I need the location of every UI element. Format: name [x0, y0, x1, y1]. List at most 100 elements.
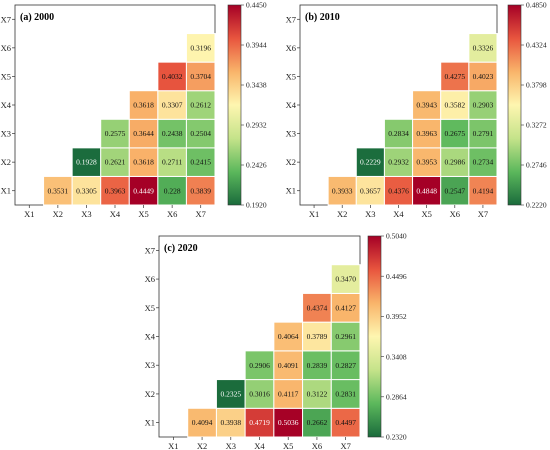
heatmap-cell [383, 147, 414, 177]
y-tick-label: X2 [286, 157, 296, 167]
cell-value-label: 0.4094 [192, 418, 213, 427]
y-tick-label: X5 [145, 303, 155, 313]
cell-value-label: 0.4374 [307, 303, 328, 312]
heatmap-cell [440, 90, 470, 120]
x-tick-label: X1 [309, 209, 319, 219]
cell-value-label: 0.2711 [162, 158, 183, 167]
heatmap-cell [468, 61, 498, 92]
cell-value-label: 0.2504 [190, 129, 211, 138]
y-tick-label: X6 [145, 274, 155, 284]
heatmap-cell [244, 350, 275, 381]
heatmap-cell [185, 147, 216, 177]
x-tick-label: X3 [365, 209, 375, 219]
colorbar-tick-label: 0.3408 [386, 352, 407, 361]
heatmap-cell [157, 61, 187, 92]
heatmap-panel-1: 0.3531 0.3305 0.3963 0.4449 0.228 0.3839 0.192… [1, 1, 267, 219]
cell-value-label: 0.2547 [444, 186, 465, 195]
cell-value-label: 0.3016 [249, 390, 270, 399]
heatmap-cell [273, 350, 304, 381]
cell-value-label: 0.5036 [278, 418, 299, 427]
heatmap-cell [100, 118, 130, 149]
cell-value-label: 0.4023 [473, 72, 494, 81]
x-tick-label: X7 [196, 209, 206, 219]
x-tick-label: X3 [81, 209, 91, 219]
colorbar-tick-label: 0.5040 [386, 232, 407, 241]
panel-title: (c) 2020 [164, 243, 198, 254]
x-tick-label: X4 [393, 209, 404, 219]
heatmap-cell [355, 175, 385, 206]
y-tick-label: X5 [1, 71, 11, 81]
cell-value-label: 0.2834 [388, 129, 409, 138]
cell-value-label: 0.2906 [249, 361, 270, 370]
y-tick-label: X5 [286, 71, 296, 81]
cell-value-label: 0.2662 [307, 418, 328, 427]
cell-value-label: 0.3307 [162, 101, 183, 110]
cell-value-label: 0.4719 [249, 418, 270, 427]
colorbar [227, 4, 242, 206]
cell-value-label: 0.3953 [416, 158, 437, 167]
heatmap-cell [440, 61, 470, 92]
heatmap-cell [185, 33, 216, 63]
cell-value-label: 0.2903 [473, 101, 494, 110]
heatmap-cell [330, 321, 361, 352]
cell-value-label: 0.3933 [332, 186, 353, 195]
cell-value-label: 0.3618 [133, 101, 154, 110]
cell-value-label: 0.3618 [133, 158, 154, 167]
cell-value-label: 0.228 [164, 186, 181, 195]
cell-value-label: 0.2229 [360, 158, 381, 167]
colorbar-tick-label: 0.3944 [246, 41, 267, 50]
colorbar-tick-label: 0.3798 [526, 81, 547, 90]
y-tick-label: X1 [1, 186, 11, 196]
y-tick-label: X3 [286, 129, 296, 139]
heatmap-cell [128, 147, 159, 177]
heatmap-cell [100, 147, 130, 177]
x-tick-label: X1 [24, 209, 34, 219]
heatmap-panel-2: 0.3933 0.3657 0.4376 0.4848 0.2547 0.4194 0.22… [286, 1, 547, 219]
colorbar-tick-label: 0.3952 [386, 312, 407, 321]
colorbar-tick-label: 0.4850 [526, 1, 547, 10]
y-tick-label: X6 [286, 43, 296, 53]
cell-value-label: 0.2438 [162, 129, 183, 138]
colorbar-tick-label: 0.3438 [246, 81, 267, 90]
cell-value-label: 0.3943 [416, 101, 437, 110]
cell-value-label: 0.1928 [76, 158, 97, 167]
heatmap-panel-3: 0.4094 0.3938 0.4719 0.5036 0.2662 0.4497 0.23… [145, 232, 407, 450]
heatmap-cell [71, 147, 102, 177]
cell-value-label: 0.3531 [48, 186, 69, 195]
colorbar-tick-label: 0.2320 [386, 433, 407, 442]
cell-value-label: 0.4449 [133, 186, 154, 195]
cell-value-label: 0.4848 [416, 186, 437, 195]
x-tick-label: X2 [337, 209, 347, 219]
cell-value-label: 0.3644 [133, 129, 154, 138]
y-tick-label: X3 [145, 360, 155, 370]
cell-value-label: 0.2575 [105, 129, 126, 138]
cell-value-label: 0.2932 [388, 158, 409, 167]
y-tick-label: X3 [1, 129, 11, 139]
y-tick-label: X7 [145, 245, 155, 255]
cell-value-label: 0.2831 [335, 390, 356, 399]
cell-value-label: 0.4091 [278, 361, 299, 370]
x-tick-label: X3 [226, 441, 236, 450]
y-tick-label: X6 [1, 43, 11, 53]
x-tick-label: X6 [312, 441, 322, 450]
cell-value-label: 0.2325 [220, 390, 241, 399]
cell-value-label: 0.2839 [307, 361, 328, 370]
colorbar-tick-label: 0.2864 [386, 393, 407, 402]
y-tick-label: X7 [1, 14, 11, 24]
cell-value-label: 0.3839 [190, 186, 211, 195]
cell-value-label: 0.3122 [307, 390, 328, 399]
y-tick-label: X2 [1, 157, 11, 167]
y-tick-label: X1 [286, 186, 296, 196]
cell-value-label: 0.3582 [444, 101, 465, 110]
y-tick-label: X4 [286, 100, 297, 110]
x-tick-label: X6 [450, 209, 460, 219]
cell-value-label: 0.3963 [105, 186, 126, 195]
heatmap-cell [440, 118, 470, 149]
cell-value-label: 0.2621 [105, 158, 126, 167]
x-tick-label: X2 [197, 441, 207, 450]
cell-value-label: 0.2415 [190, 158, 211, 167]
cell-value-label: 0.4497 [335, 418, 356, 427]
heatmap-cell [128, 90, 159, 120]
cell-value-label: 0.2791 [473, 129, 494, 138]
